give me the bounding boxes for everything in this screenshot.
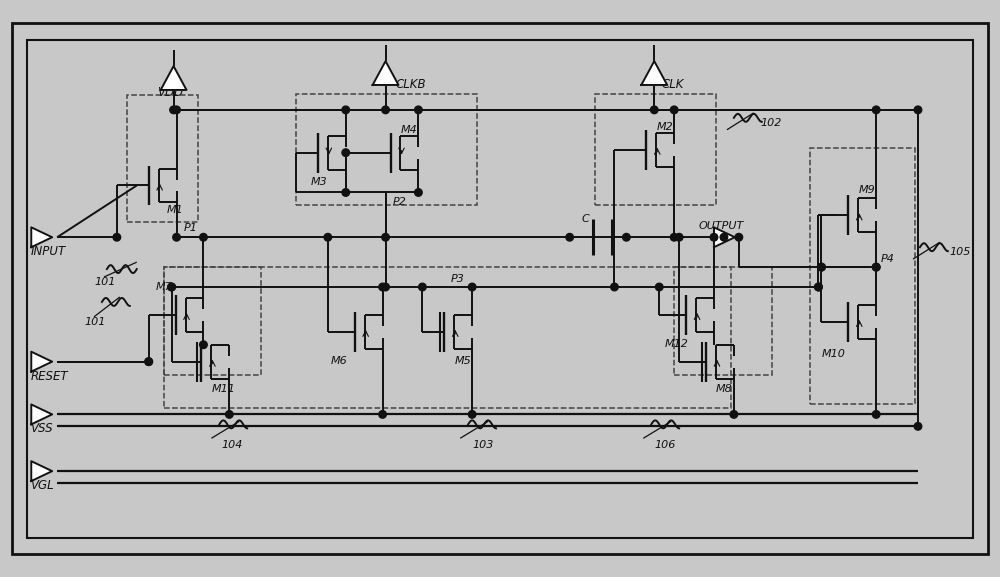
Circle shape [872,263,880,271]
Text: M8: M8 [716,384,733,394]
Circle shape [468,283,476,291]
Circle shape [670,106,678,114]
Polygon shape [641,61,667,85]
Text: M1: M1 [167,205,183,215]
Circle shape [113,234,121,241]
Circle shape [872,106,880,114]
Text: M9: M9 [858,185,875,196]
Circle shape [415,189,422,196]
Circle shape [382,283,389,291]
Circle shape [710,234,718,241]
Circle shape [173,234,180,241]
Circle shape [145,358,152,365]
Circle shape [730,411,738,418]
Circle shape [720,234,728,241]
Text: VGL: VGL [30,479,54,492]
Circle shape [342,189,350,196]
Text: RESET: RESET [30,369,68,383]
Circle shape [566,234,573,241]
Text: M2: M2 [656,122,673,132]
Text: 103: 103 [472,440,494,450]
Text: CLK: CLK [661,78,684,91]
Circle shape [168,283,175,291]
Polygon shape [161,66,187,90]
Text: C: C [582,214,589,224]
Bar [27,40,973,538]
Text: M7: M7 [156,282,172,292]
Text: CLKB: CLKB [396,78,426,91]
Text: M11: M11 [211,384,235,394]
Polygon shape [373,61,398,85]
Circle shape [379,283,386,291]
Polygon shape [714,227,735,247]
Text: 106: 106 [654,440,676,450]
Circle shape [675,234,683,241]
Text: M5: M5 [454,355,471,366]
Polygon shape [31,404,52,424]
Polygon shape [31,461,52,481]
Circle shape [611,283,618,291]
Text: 102: 102 [761,118,782,128]
Text: INPUT: INPUT [30,245,65,258]
Circle shape [170,106,177,114]
Text: M4: M4 [400,125,417,135]
Circle shape [914,106,922,114]
Circle shape [173,106,180,114]
Text: 101: 101 [94,277,115,287]
Circle shape [200,234,207,241]
Text: P4: P4 [881,254,895,264]
Circle shape [382,106,389,114]
Circle shape [650,106,658,114]
Circle shape [655,283,663,291]
Text: 105: 105 [950,247,971,257]
Circle shape [382,234,389,241]
Text: M12: M12 [664,339,688,349]
Circle shape [168,283,175,291]
Text: M10: M10 [821,349,845,359]
Circle shape [623,234,630,241]
Circle shape [815,283,822,291]
Text: P3: P3 [450,274,464,284]
Circle shape [872,263,880,271]
Circle shape [145,358,152,365]
Polygon shape [31,227,52,247]
Circle shape [200,341,207,349]
Text: M6: M6 [331,355,348,366]
Circle shape [379,411,386,418]
Text: 101: 101 [84,317,105,327]
Circle shape [324,234,332,241]
Circle shape [468,411,476,418]
Text: 104: 104 [221,440,243,450]
Circle shape [914,422,922,430]
Circle shape [419,283,426,291]
Text: P1: P1 [184,223,197,233]
Circle shape [735,234,743,241]
Text: M3: M3 [311,177,328,186]
Circle shape [872,411,880,418]
Text: VDD: VDD [157,86,183,99]
Circle shape [226,411,233,418]
Circle shape [342,106,350,114]
Circle shape [342,149,350,156]
Circle shape [818,263,825,271]
Circle shape [415,106,422,114]
Text: VSS: VSS [30,422,53,435]
Polygon shape [31,352,52,372]
Text: OUTPUT: OUTPUT [699,222,744,231]
Circle shape [815,283,822,291]
Text: P2: P2 [393,197,406,207]
Circle shape [818,263,825,271]
Circle shape [670,234,678,241]
